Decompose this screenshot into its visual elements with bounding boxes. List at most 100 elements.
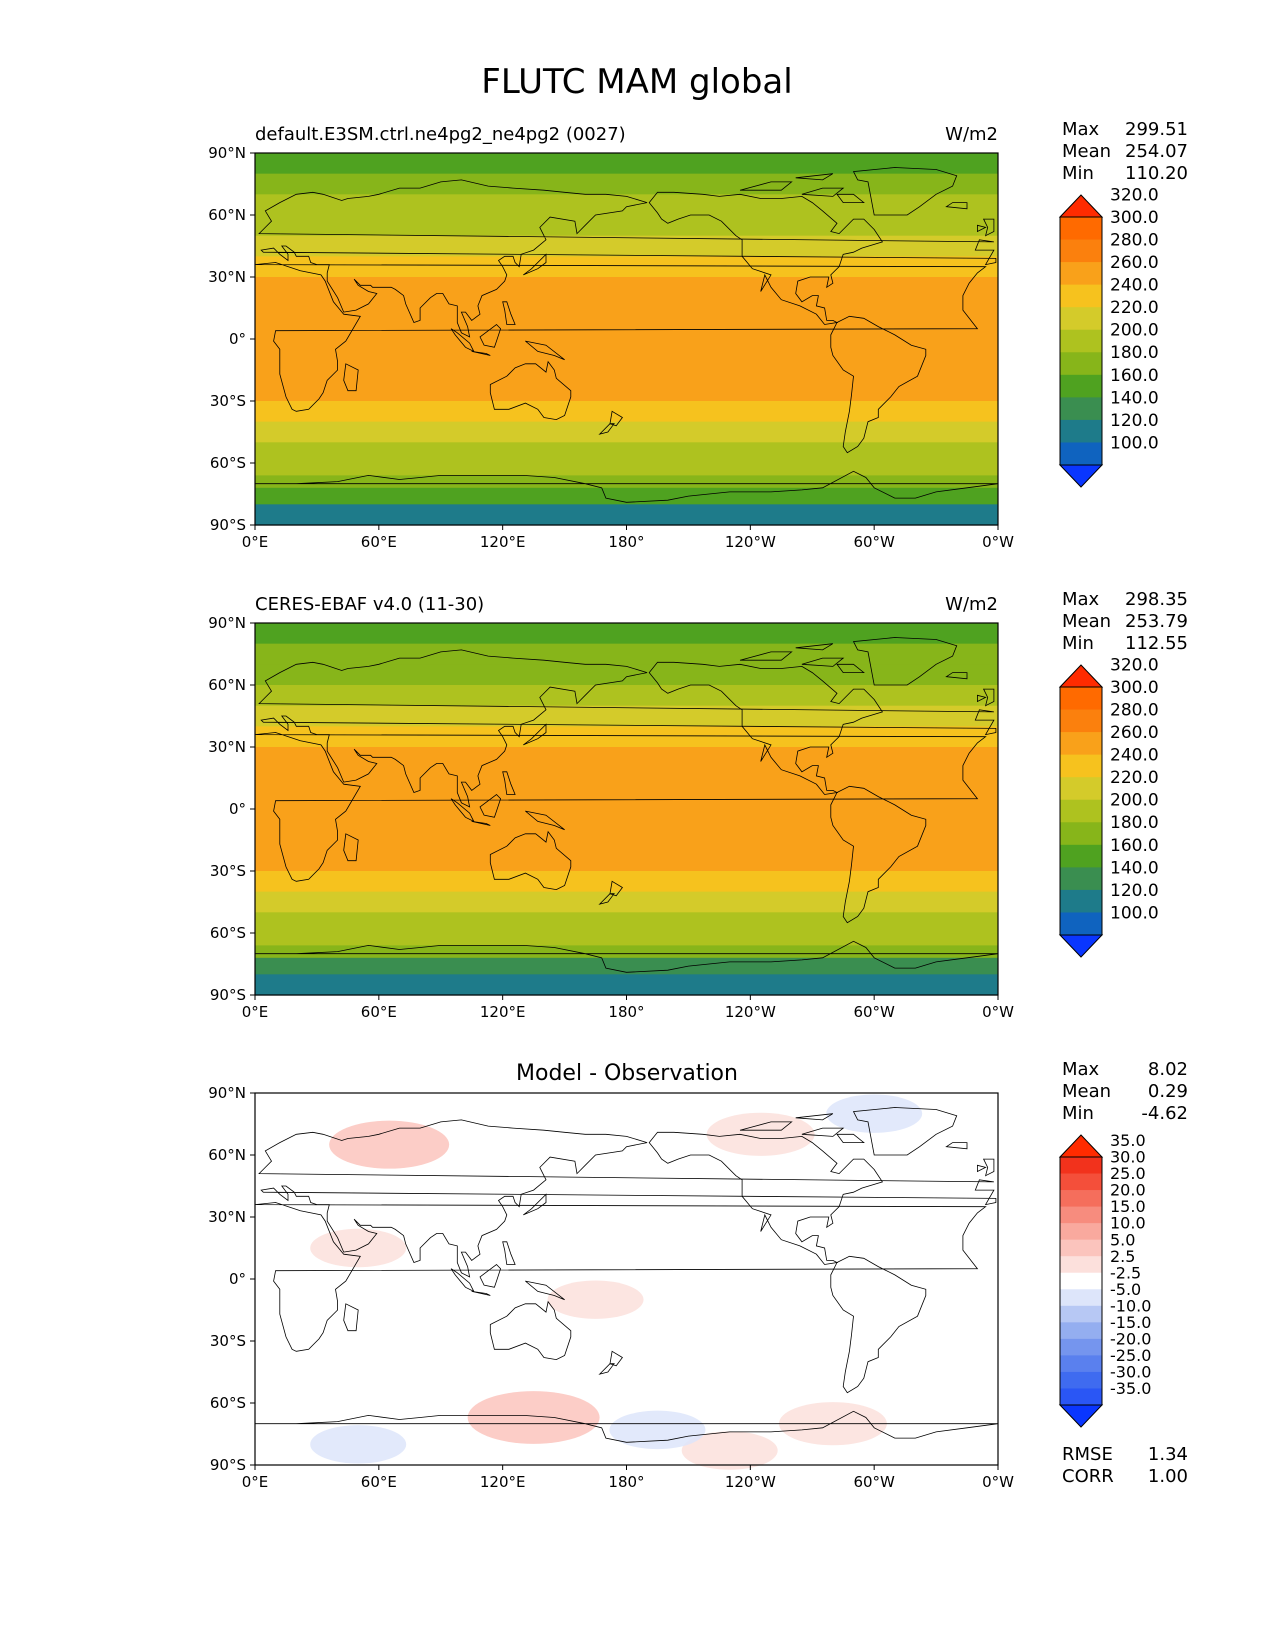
coastline <box>502 1241 516 1265</box>
zonal-band <box>255 504 998 526</box>
stat-value: 298.35 <box>1125 589 1188 610</box>
colorbar-label: 35.0 <box>1110 1131 1146 1150</box>
x-tick-label: 180° <box>608 1003 644 1021</box>
zonal-band <box>255 664 998 686</box>
coastline <box>648 191 884 325</box>
colorbar-segment <box>1060 329 1102 353</box>
coastline <box>739 1121 793 1131</box>
colorbar-label: 5.0 <box>1110 1230 1135 1249</box>
x-tick-label: 60°E <box>361 1473 397 1491</box>
y-tick-label: 0° <box>229 1270 246 1288</box>
coastline <box>852 167 958 216</box>
zonal-band <box>255 933 998 946</box>
coastline <box>343 363 359 392</box>
colorbar-label: 260.0 <box>1110 723 1159 743</box>
rmse-label: RMSE <box>1062 1444 1113 1465</box>
x-tick-label: 0°W <box>982 533 1014 551</box>
corr-value: 1.00 <box>1148 1466 1188 1487</box>
zonal-band <box>255 957 998 975</box>
anomaly-blob <box>467 1391 600 1444</box>
anomaly-blob <box>706 1112 815 1156</box>
colorbar-extend-max <box>1058 1134 1104 1158</box>
colorbar-segment <box>1060 307 1102 331</box>
colorbar-label: 10.0 <box>1110 1214 1146 1233</box>
zonal-band <box>255 308 998 340</box>
colorbar-frame <box>1059 1156 1103 1406</box>
x-tick-label: 0°E <box>242 1003 269 1021</box>
coastline <box>830 1255 927 1394</box>
stat-value: 110.20 <box>1125 163 1188 184</box>
zonal-band <box>255 726 998 748</box>
y-tick-label: 0° <box>229 330 246 348</box>
anomaly-blob <box>826 1094 923 1133</box>
coastline <box>598 1363 615 1375</box>
colorbar-segment <box>1060 1190 1102 1208</box>
colorbar-label: 220.0 <box>1110 298 1159 318</box>
y-tick-label: 60°S <box>210 924 246 942</box>
stat-label: Min <box>1062 1103 1094 1124</box>
coastline <box>801 187 845 197</box>
panel-model-units: W/m2 <box>945 124 998 145</box>
colorbar-segment <box>1060 419 1102 443</box>
zonal-band <box>255 256 998 278</box>
colorbar-segment <box>1060 1157 1102 1175</box>
y-tick-label: 60°S <box>210 1394 246 1412</box>
panel-obs-plot: 0°E 60°E 120°E 180° 120°W 60°W 0°W 90°N 60°N 30°N… <box>208 614 1014 1021</box>
coastline <box>982 218 995 237</box>
colorbar-segment <box>1060 1206 1102 1224</box>
coastline <box>795 643 834 651</box>
coastline <box>977 694 987 703</box>
coastline <box>471 1291 491 1296</box>
coastline <box>945 202 968 210</box>
coastline <box>977 1164 987 1173</box>
colorbar-segment <box>1060 284 1102 308</box>
coastline <box>523 253 547 276</box>
colorbar-extend-min <box>1058 1404 1104 1428</box>
coastline <box>471 351 491 356</box>
anomaly-blob <box>609 1410 706 1450</box>
colorbar-label: 160.0 <box>1110 366 1159 386</box>
y-tick-label: 60°N <box>208 676 246 694</box>
colorbar-segment <box>1060 239 1102 263</box>
zonal-band <box>255 747 998 779</box>
stat-value: 8.02 <box>1148 1059 1188 1080</box>
zonal-band <box>255 475 998 489</box>
panel-diff-colorbar: -35.0-30.0-25.0-20.0-15.0-10.0-5.0-2.52.… <box>1058 1131 1151 1428</box>
anomaly-blob <box>329 1120 450 1169</box>
colorbar-segment <box>1060 262 1102 286</box>
y-tick-label: 30°S <box>210 392 246 410</box>
coastline <box>852 637 958 686</box>
stat-label: Max <box>1062 589 1100 610</box>
colorbar-segment <box>1060 1239 1102 1257</box>
colorbar-label: 320.0 <box>1110 655 1159 675</box>
colorbar-label: 30.0 <box>1110 1148 1146 1167</box>
coastline <box>254 1202 987 1352</box>
colorbar-label: 220.0 <box>1110 768 1159 788</box>
y-tick-label: 30°N <box>208 268 246 286</box>
colorbar-label: 200.0 <box>1110 321 1159 341</box>
corr-label: CORR <box>1062 1466 1114 1487</box>
coastline <box>836 193 865 203</box>
stat-label: Mean <box>1062 1081 1111 1102</box>
x-tick-label: 0°E <box>242 533 269 551</box>
coastline <box>479 793 502 818</box>
y-tick-label: 90°N <box>208 614 246 632</box>
zonal-band <box>255 401 998 423</box>
x-tick-label: 120°E <box>480 1473 526 1491</box>
coastline <box>343 833 359 862</box>
y-tick-label: 60°S <box>210 454 246 472</box>
stat-value: 0.29 <box>1148 1081 1188 1102</box>
y-tick-label: 30°S <box>210 862 246 880</box>
colorbar-label: 300.0 <box>1110 678 1159 698</box>
coastline <box>739 181 793 191</box>
stat-label: Mean <box>1062 611 1111 632</box>
coastline <box>502 301 516 325</box>
zonal-band <box>255 277 998 309</box>
colorbar-segment <box>1060 1388 1102 1406</box>
zonal-band <box>255 623 998 645</box>
coastline <box>836 1133 865 1143</box>
x-tick-label: 0°E <box>242 1473 269 1491</box>
coastline <box>609 880 623 897</box>
colorbar-segment <box>1060 1256 1102 1274</box>
